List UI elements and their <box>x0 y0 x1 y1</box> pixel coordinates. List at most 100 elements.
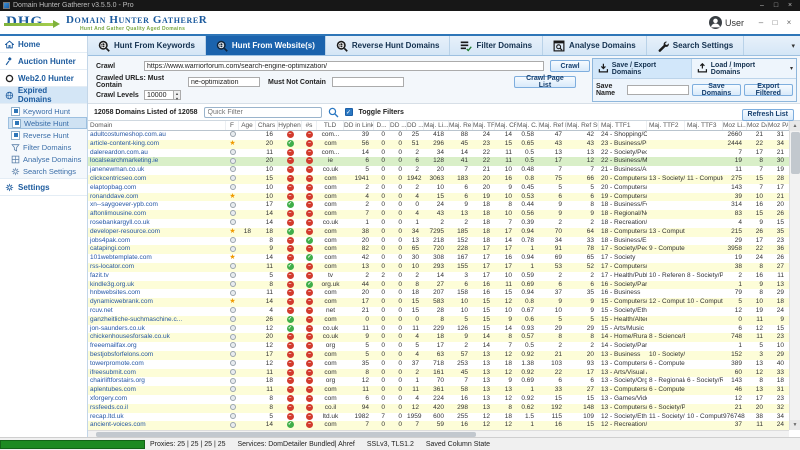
column-header[interactable]: Moz Li... <box>723 121 747 130</box>
favorite-empty-icon[interactable] <box>229 412 236 419</box>
sidebar-item-expired-domains[interactable]: Expired Domains <box>0 86 87 104</box>
tab-search-settings[interactable]: Search Settings <box>647 36 745 55</box>
crawl-levels-input[interactable] <box>144 90 174 100</box>
domain-link[interactable]: aftonlimousine.com <box>90 210 146 218</box>
column-header[interactable]: Maj. TTF2 <box>647 121 685 130</box>
favorite-empty-icon[interactable] <box>229 324 236 331</box>
table-row[interactable]: rosebankargyll.co.uk 14 – – co.uk 1 0 0 1 2 2 18 7 0.… <box>88 218 789 228</box>
sidebar-item-web20-hunter[interactable]: Web2.0 Hunter <box>0 70 87 87</box>
column-header[interactable]: Maj. Re... <box>449 121 473 130</box>
domain-link[interactable]: clickcentricseo.com <box>90 174 147 182</box>
favorite-empty-icon[interactable] <box>229 351 236 358</box>
sidebar-item-auction-hunter[interactable]: Auction Hunter <box>0 53 87 70</box>
favorite-empty-icon[interactable] <box>229 236 236 243</box>
save-load-caret[interactable]: ▾ <box>789 66 793 72</box>
sidebar-item-home[interactable]: Home <box>0 36 87 53</box>
favorite-empty-icon[interactable] <box>229 148 236 155</box>
column-header[interactable]: D... <box>374 121 390 130</box>
domain-link[interactable]: towerpromote.com <box>90 359 144 367</box>
sidebar-item-settings[interactable]: Settings <box>0 179 87 196</box>
table-row[interactable]: developer-resource.com ★ 18 18 ✓ – com 38 0 0 34 72… <box>88 227 789 237</box>
favorite-empty-icon[interactable] <box>229 368 236 375</box>
crawl-button[interactable]: Crawl <box>550 60 590 72</box>
minimize-button[interactable]: – <box>758 18 764 27</box>
favorite-empty-icon[interactable] <box>229 280 236 287</box>
scroll-up-arrow[interactable]: ▲ <box>790 121 800 131</box>
column-header[interactable]: TLD <box>317 121 344 130</box>
column-header[interactable]: Maj. C... <box>517 121 539 130</box>
table-row[interactable]: kindle3g.org.uk 8– ✓ org.uk 44 0 0 8 27 6 16 11 0.69… <box>88 280 789 290</box>
table-row[interactable]: 101webtemplate.com ★ 14 – ✓ com 42 0 0 30 308 167 17… <box>88 254 789 263</box>
table-row[interactable]: recap.ltd.uk 5 – – ltd.uk 1982 7 0 1959 600 255 12 1… <box>88 412 789 422</box>
sidebar-item-analyse-domains[interactable]: Analyse Domains <box>8 153 87 165</box>
domain-link[interactable]: bestjobsforfelons.com <box>90 350 154 358</box>
table-row[interactable]: adultcostumeshop.com.au 16 – – com... 39 0 0 25 4… <box>88 131 789 140</box>
favorite-empty-icon[interactable] <box>229 175 236 182</box>
table-row[interactable]: fazit.tv 5 – – tv 2 2 0 2 14 3 17 10 0.59 2 2 17 - Healt… <box>88 271 789 281</box>
domain-link[interactable]: dalereardon.com.au <box>90 148 148 156</box>
crawl-page-list-button[interactable]: Crawl Page List <box>513 75 576 89</box>
tab-hunt-from-websites[interactable]: Hunt From Website(s) <box>205 36 326 55</box>
favorite-star-icon[interactable]: ★ <box>229 298 236 306</box>
favorite-star-icon[interactable]: ★ <box>229 139 236 147</box>
favorite-empty-icon[interactable] <box>229 316 236 323</box>
domain-link[interactable]: recap.ltd.uk <box>90 412 124 420</box>
favorite-empty-icon[interactable] <box>229 307 236 314</box>
favorite-empty-icon[interactable] <box>229 403 236 410</box>
table-row[interactable]: rssfeeds.co.il 8 – – co.il 94 0 0 12 420 298 13 8 0.6… <box>88 403 789 413</box>
table-row[interactable]: towerpromote.com 12 – – com 35 0 0 37 718 253 13 18 1… <box>88 359 789 369</box>
domain-link[interactable]: xn--saygoever-ypb.com <box>90 201 158 209</box>
domain-link[interactable]: rss-locator.com <box>90 262 135 270</box>
favorite-empty-icon[interactable] <box>229 272 236 279</box>
domain-link[interactable]: rssfeeds.co.il <box>90 403 128 411</box>
table-row[interactable]: jon-saunders.co.uk 12 ✓ – co.uk 11 0 0 11 229 126 1… <box>88 324 789 334</box>
table-row[interactable]: xn--saygoever-ypb.com 17 ✓ – com 2 0 0 0 24 9 18 8 0.… <box>88 201 789 211</box>
favorite-empty-icon[interactable] <box>229 245 236 252</box>
quick-filter-input[interactable] <box>203 106 322 118</box>
table-row[interactable]: chickenhousesforsale.co.uk 20 – – co.uk 9 0 0 4 1… <box>88 333 789 343</box>
column-header[interactable]: Domain <box>88 121 226 130</box>
table-row[interactable]: xforgery.com 8 – – com 6 0 0 4 224 16 13 12 0.92 15 15 1… <box>88 394 789 404</box>
save-name-input[interactable] <box>627 85 690 95</box>
table-row[interactable]: ifreesubmit.com 11 – – com 8 0 0 2 161 45 13 12 0.92 2… <box>88 368 789 378</box>
favorite-empty-icon[interactable] <box>229 166 236 173</box>
domain-link[interactable]: ifreesubmit.com <box>90 368 136 376</box>
column-header[interactable]: Moz PA <box>768 121 789 130</box>
user-menu[interactable]: User <box>708 16 744 29</box>
os-maximize-button[interactable]: □ <box>773 2 779 9</box>
tab-analyse-domains[interactable]: Analyse Domains <box>543 36 647 55</box>
favorite-empty-icon[interactable] <box>229 360 236 366</box>
table-row[interactable]: rss-locator.com 11 ✓ – com 13 0 0 10 293 155 17 17 1 5… <box>88 262 789 272</box>
os-minimize-button[interactable]: – <box>760 2 764 9</box>
table-row[interactable]: ronanddave.com ★ 10– – com 4 0 0 4 15 6 19 10 0.53 6 6 1… <box>88 192 789 202</box>
table-row[interactable]: rcuv.net 4 – – net 21 0 0 15 28 10 15 10 0.67 10 9 15 - … <box>88 306 789 316</box>
favorite-empty-icon[interactable] <box>229 184 236 191</box>
tab-hunt-from-keywords[interactable]: Hunt From Keywords <box>88 36 206 55</box>
domain-link[interactable]: xforgery.com <box>90 394 128 402</box>
domain-link[interactable]: chickenhousesforsale.co.uk <box>90 333 170 341</box>
vertical-scrollbar[interactable]: ▲ ▼ <box>789 121 800 430</box>
domain-link[interactable]: janenewman.co.uk <box>90 166 145 174</box>
domain-link[interactable]: ronanddave.com <box>90 192 139 200</box>
domain-link[interactable]: freeemailfax.org <box>90 342 137 350</box>
column-header[interactable]: Maj. TTF3 <box>685 121 723 130</box>
table-row[interactable]: catapingi.com 9 – – com 82 0 0 65 720 228 17 17 1 91 78… <box>88 245 789 255</box>
favorite-empty-icon[interactable] <box>229 377 236 384</box>
vertical-scroll-thumb[interactable] <box>791 132 800 174</box>
domain-link[interactable]: jon-saunders.co.uk <box>90 324 145 332</box>
table-row[interactable]: localsearchmarketing.ie 20– – ie 6 0 0 6 128 41 22… <box>88 157 789 167</box>
domain-link[interactable]: aplentubes.com <box>90 386 136 394</box>
save-domains-button[interactable]: Save Domains <box>692 83 741 97</box>
favorite-empty-icon[interactable] <box>229 219 236 226</box>
favorite-empty-icon[interactable] <box>229 210 236 217</box>
horizontal-scroll-thumb[interactable] <box>96 432 476 437</box>
domain-link[interactable]: hnbwebsites.com <box>90 289 141 297</box>
favorite-empty-icon[interactable] <box>229 386 236 393</box>
table-row[interactable]: clickcentricseo.com 15 – – com 1941 0 0 1942 3063… <box>88 174 789 184</box>
favorite-empty-icon[interactable] <box>229 289 236 296</box>
domain-link[interactable]: fazit.tv <box>90 271 109 279</box>
domain-link[interactable]: localsearchmarketing.ie <box>90 157 159 165</box>
table-row[interactable]: bestjobsforfelons.com 17 – – com 5 0 0 4 63 57 13 12… <box>88 350 789 360</box>
os-close-button[interactable]: × <box>787 2 793 9</box>
domain-link[interactable]: ganzheitliche-suchmaschine.c... <box>90 315 183 323</box>
